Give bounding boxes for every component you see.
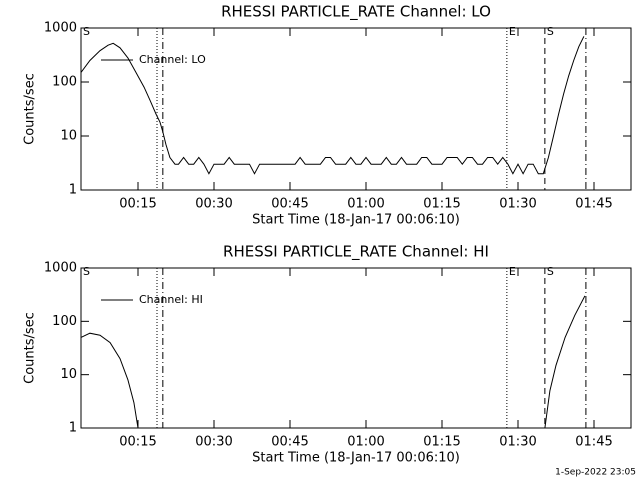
x-tick-label: 00:15 [119,435,156,450]
event-label: S [547,25,554,38]
x-tick-label: 00:45 [271,197,308,212]
x-tick-label: 00:45 [271,435,308,450]
x-tick-label: 00:30 [195,435,232,450]
x-axis-label: Start Time (18-Jan-17 00:06:10) [252,213,460,228]
chart-title: RHESSI PARTICLE_RATE Channel: LO [221,3,491,22]
legend-label: Channel: HI [139,293,203,306]
y-axis-label: Counts/sec [23,312,38,384]
x-axis-label: Start Time (18-Jan-17 00:06:10) [252,451,460,466]
x-tick-label: 01:00 [347,197,384,212]
y-tick-label: 100 [52,75,77,90]
x-tick-label: 00:15 [119,197,156,212]
event-label: S [547,265,554,278]
plot-frame [80,27,632,191]
x-tick-label: 01:00 [347,435,384,450]
x-tick-label: 01:30 [499,197,536,212]
y-axis-label: Counts/sec [23,73,38,145]
legend-label: Channel: LO [139,53,206,66]
event-label: E [509,25,516,38]
footer: 1-Sep-2022 23:05 [555,468,636,478]
x-tick-label: 01:45 [575,435,612,450]
x-tick-label: 01:30 [499,435,536,450]
y-tick-label: 1000 [44,21,77,36]
y-tick-label: 100 [52,314,77,329]
event-label: E [509,265,516,278]
series-line [81,36,585,175]
chart-title: RHESSI PARTICLE_RATE Channel: HI [223,243,489,262]
y-tick-label: 1 [69,183,77,198]
y-tick-label: 1 [69,421,77,436]
plot-frame [80,267,632,429]
x-tick-label: 01:15 [423,197,460,212]
y-tick-label: 1000 [44,261,77,276]
x-tick-label: 01:45 [575,197,612,212]
x-tick-label: 00:30 [195,197,232,212]
event-label: S [83,25,90,38]
series-line [81,295,586,428]
event-label: S [83,265,90,278]
x-tick-label: 01:15 [423,435,460,450]
y-tick-label: 10 [60,367,77,382]
y-tick-label: 10 [60,129,77,144]
